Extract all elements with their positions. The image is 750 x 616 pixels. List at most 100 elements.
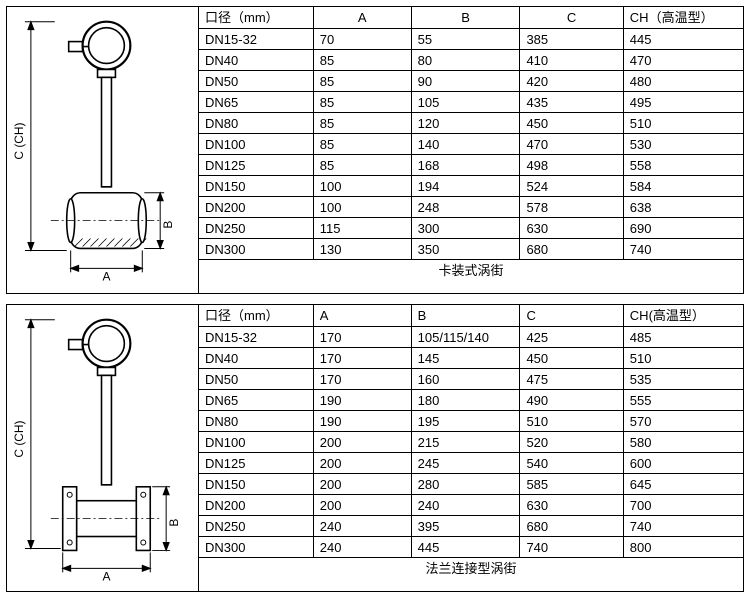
- cell-b: 105: [411, 91, 520, 112]
- cell-a: 200: [313, 473, 411, 494]
- cell-a: 85: [313, 112, 411, 133]
- cell-b: 300: [411, 217, 520, 238]
- cell-ch: 690: [623, 217, 743, 238]
- cell-c: 410: [520, 49, 623, 70]
- cell-c: 630: [520, 217, 623, 238]
- cell-c: 520: [520, 431, 623, 452]
- cell-b: 90: [411, 70, 520, 91]
- table-caption: 卡装式涡街: [199, 259, 743, 280]
- cell-ch: 600: [623, 452, 743, 473]
- cell-a: 85: [313, 70, 411, 91]
- cell-c: 540: [520, 452, 623, 473]
- cell-c: 425: [520, 326, 623, 347]
- table-row: DN100 85 140 470 530: [199, 133, 743, 154]
- dim-a-label: A: [103, 269, 111, 283]
- table-row: DN250 240 395 680 740: [199, 515, 743, 536]
- table-row: DN80 85 120 450 510: [199, 112, 743, 133]
- cell-b: 248: [411, 196, 520, 217]
- dim-b: [152, 487, 170, 551]
- cell-a: 85: [313, 133, 411, 154]
- header-diameter: 口径（mm）: [199, 305, 313, 326]
- header-a: A: [313, 7, 411, 28]
- cell-diameter: DN250: [199, 217, 313, 238]
- table-row: DN250 115 300 630 690: [199, 217, 743, 238]
- cell-b: 105/115/140: [411, 326, 520, 347]
- cell-diameter: DN125: [199, 154, 313, 175]
- cell-a: 240: [313, 536, 411, 557]
- cell-c: 630: [520, 494, 623, 515]
- header-diameter: 口径（mm）: [199, 7, 313, 28]
- cell-b: 120: [411, 112, 520, 133]
- cell-a: 240: [313, 515, 411, 536]
- cell-a: 70: [313, 28, 411, 49]
- cell-b: 168: [411, 154, 520, 175]
- table-row: DN125 200 245 540 600: [199, 452, 743, 473]
- table-caption: 法兰连接型涡街: [199, 557, 743, 578]
- cell-ch: 495: [623, 91, 743, 112]
- header-a: A: [313, 305, 411, 326]
- cell-diameter: DN80: [199, 410, 313, 431]
- header-b: B: [411, 7, 520, 28]
- cell-c: 475: [520, 368, 623, 389]
- cell-b: 194: [411, 175, 520, 196]
- table-row: DN300 240 445 740 800: [199, 536, 743, 557]
- dim-c: [25, 320, 55, 549]
- cell-diameter: DN65: [199, 91, 313, 112]
- dimension-table: 口径（mm） A B C CH（高温型） DN15-32 70 55 385 4…: [199, 7, 743, 280]
- table-row: DN15-32 70 55 385 445: [199, 28, 743, 49]
- cell-ch: 445: [623, 28, 743, 49]
- table-row: DN300 130 350 680 740: [199, 238, 743, 259]
- dimension-diagram-flange: C (CH) A: [11, 309, 194, 587]
- cell-ch: 510: [623, 347, 743, 368]
- diagram-cell: C (CH) A: [7, 7, 199, 293]
- header-b: B: [411, 305, 520, 326]
- cell-diameter: DN40: [199, 49, 313, 70]
- header-c: C: [520, 305, 623, 326]
- cell-b: 280: [411, 473, 520, 494]
- cell-a: 115: [313, 217, 411, 238]
- cell-c: 585: [520, 473, 623, 494]
- wafer-body: [67, 187, 147, 249]
- table-row: DN150 100 194 524 584: [199, 175, 743, 196]
- cell-a: 100: [313, 196, 411, 217]
- cell-a: 170: [313, 347, 411, 368]
- cell-b: 215: [411, 431, 520, 452]
- cell-diameter: DN200: [199, 196, 313, 217]
- cell-c: 740: [520, 536, 623, 557]
- cell-ch: 535: [623, 368, 743, 389]
- cell-diameter: DN15-32: [199, 28, 313, 49]
- cell-ch: 485: [623, 326, 743, 347]
- spec-panel: C (CH) A: [6, 6, 744, 294]
- table-row: DN200 200 240 630 700: [199, 494, 743, 515]
- dimension-table: 口径（mm） A B C CH(高温型） DN15-32 170 105/115…: [199, 305, 743, 578]
- table-cell: 口径（mm） A B C CH（高温型） DN15-32 70 55 385 4…: [199, 7, 743, 293]
- dim-c-label: C (CH): [12, 420, 26, 457]
- cell-b: 240: [411, 494, 520, 515]
- cell-diameter: DN100: [199, 133, 313, 154]
- dim-b-label: B: [161, 221, 175, 229]
- cell-diameter: DN200: [199, 494, 313, 515]
- dim-c: [25, 22, 55, 251]
- cell-b: 395: [411, 515, 520, 536]
- cell-c: 450: [520, 112, 623, 133]
- table-row: DN40 170 145 450 510: [199, 347, 743, 368]
- transmitter-head: [69, 320, 131, 485]
- cell-c: 524: [520, 175, 623, 196]
- cell-diameter: DN150: [199, 473, 313, 494]
- cell-b: 55: [411, 28, 520, 49]
- cell-c: 470: [520, 133, 623, 154]
- transmitter-head: [69, 22, 131, 187]
- cell-b: 350: [411, 238, 520, 259]
- cell-ch: 638: [623, 196, 743, 217]
- dim-a-label: A: [103, 569, 111, 583]
- cell-ch: 530: [623, 133, 743, 154]
- cell-b: 180: [411, 389, 520, 410]
- cell-c: 510: [520, 410, 623, 431]
- cell-diameter: DN65: [199, 389, 313, 410]
- cell-b: 145: [411, 347, 520, 368]
- cell-ch: 480: [623, 70, 743, 91]
- cell-ch: 558: [623, 154, 743, 175]
- cell-diameter: DN40: [199, 347, 313, 368]
- cell-ch: 555: [623, 389, 743, 410]
- cell-diameter: DN100: [199, 431, 313, 452]
